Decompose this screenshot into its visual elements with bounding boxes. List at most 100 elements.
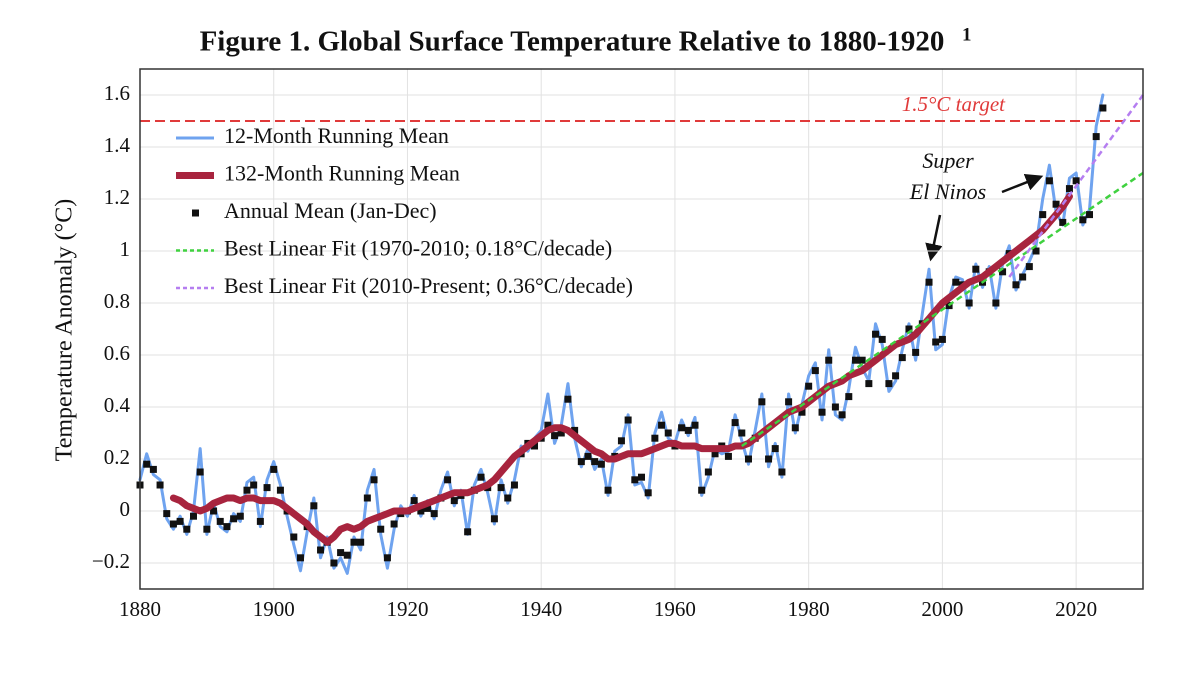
annual-mean-marker <box>270 465 278 473</box>
annual-mean-marker <box>531 442 539 450</box>
annual-mean-marker <box>183 525 191 533</box>
series-line <box>138 93 1105 575</box>
annual-mean-marker <box>363 494 371 502</box>
annual-mean-marker <box>290 533 298 541</box>
series-line <box>741 171 1144 448</box>
annual-mean-marker <box>477 473 485 481</box>
annual-mean-marker <box>798 408 806 416</box>
annual-mean-marker <box>644 489 652 497</box>
annual-mean-marker <box>885 380 893 388</box>
annual-mean-marker <box>504 494 512 502</box>
annual-mean-marker <box>651 434 659 442</box>
annual-mean-marker <box>698 486 706 494</box>
annual-mean-marker <box>711 450 719 458</box>
annual-mean-marker <box>1099 104 1107 112</box>
annual-mean-marker <box>310 502 318 510</box>
annual-mean-marker <box>1079 216 1087 224</box>
title-superscript: 1 <box>962 24 972 45</box>
x-tick-label: 1920 <box>386 597 428 621</box>
annual-mean-marker <box>276 486 284 494</box>
x-tick-label: 2000 <box>921 597 963 621</box>
annual-mean-marker <box>999 268 1007 276</box>
annual-mean-marker <box>738 429 746 437</box>
annotation-arrow <box>1001 174 1044 194</box>
annual-mean-marker <box>785 398 793 406</box>
x-tick-label: 1940 <box>520 597 562 621</box>
y-tick-label: 1.2 <box>104 185 130 209</box>
series-line <box>1008 94 1145 278</box>
chart-title: Figure 1. Global Surface Temperature Rel… <box>200 26 945 58</box>
annual-mean-marker <box>831 403 839 411</box>
annual-mean-marker <box>410 497 418 505</box>
annual-mean-marker <box>892 372 900 380</box>
annual-mean-marker <box>604 486 612 494</box>
annotation: Super <box>922 148 974 173</box>
annual-mean-marker <box>1059 218 1067 226</box>
annual-mean-marker <box>357 538 365 546</box>
annual-mean-marker <box>778 468 786 476</box>
annual-mean-marker <box>617 437 625 445</box>
annual-mean-marker <box>938 335 946 343</box>
legend-symbol <box>192 209 199 217</box>
annual-mean-marker <box>230 515 238 523</box>
annual-mean-marker <box>1052 200 1060 208</box>
annual-mean-marker <box>196 468 204 476</box>
annual-mean-marker <box>544 421 552 429</box>
annual-mean-marker <box>497 484 505 492</box>
annual-mean-marker <box>189 512 197 520</box>
annual-mean-marker <box>203 525 211 533</box>
annual-mean-marker <box>169 520 177 528</box>
annual-mean-marker <box>377 525 385 533</box>
annual-mean-marker <box>872 330 880 338</box>
annual-mean-marker <box>1086 211 1094 219</box>
annual-mean-marker <box>417 507 425 515</box>
y-tick-label: 1 <box>120 237 131 261</box>
annual-mean-marker <box>744 455 752 463</box>
annual-mean-marker <box>925 278 933 286</box>
y-tick-label: −0.2 <box>92 549 130 573</box>
annual-mean-marker <box>1032 247 1040 255</box>
annual-mean-marker <box>450 497 458 505</box>
annual-mean-marker <box>638 473 645 481</box>
annual-mean-marker <box>597 460 605 468</box>
series-line <box>169 192 1073 546</box>
annual-mean-marker <box>1072 177 1080 185</box>
annual-mean-marker <box>490 515 498 523</box>
y-tick-label: 0.2 <box>104 445 130 469</box>
annual-mean-marker <box>791 424 799 432</box>
annual-mean-marker <box>664 429 672 437</box>
y-tick-label: 1.4 <box>104 133 131 157</box>
annual-mean-marker <box>584 452 592 460</box>
annual-mean-marker <box>1092 133 1100 141</box>
annual-mean-marker <box>932 338 940 346</box>
annual-mean-marker <box>758 398 766 406</box>
annual-mean-marker <box>765 455 773 463</box>
annual-mean-marker <box>811 367 819 375</box>
annual-mean-marker <box>243 486 251 494</box>
annual-mean-marker <box>430 510 438 518</box>
annual-mean-marker <box>156 481 164 489</box>
annual-mean-marker <box>878 335 886 343</box>
annual-mean-marker <box>571 426 579 434</box>
annual-mean-marker <box>236 512 244 520</box>
annual-mean-marker <box>704 468 712 476</box>
x-tick-label: 1900 <box>253 597 295 621</box>
annual-mean-marker <box>684 426 692 434</box>
annual-mean-marker <box>805 382 813 390</box>
annual-mean-marker <box>163 510 171 518</box>
annual-mean-marker <box>845 393 853 401</box>
annual-mean-marker <box>444 476 452 484</box>
y-axis-title: Temperature Anomaly (°C) <box>52 199 78 462</box>
annual-mean-marker <box>464 528 472 536</box>
annual-mean-marker <box>551 432 559 440</box>
annual-mean-marker <box>1025 263 1033 271</box>
annual-mean-marker <box>858 356 866 364</box>
annual-mean-marker <box>343 551 351 559</box>
y-tick-label: 1.6 <box>104 81 130 105</box>
annual-mean-marker <box>564 395 572 403</box>
x-tick-label: 1880 <box>119 597 161 621</box>
annual-mean-marker <box>972 265 980 273</box>
annual-mean-marker <box>223 523 231 531</box>
annual-mean-marker <box>296 554 304 562</box>
